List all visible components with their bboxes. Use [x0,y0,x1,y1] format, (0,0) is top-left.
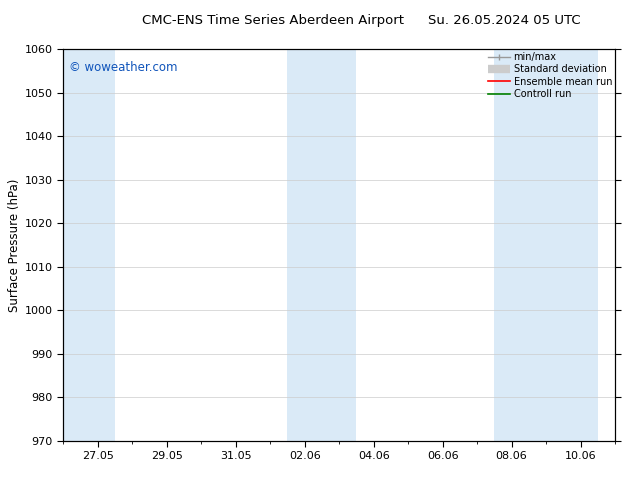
Y-axis label: Surface Pressure (hPa): Surface Pressure (hPa) [8,178,21,312]
Legend: min/max, Standard deviation, Ensemble mean run, Controll run: min/max, Standard deviation, Ensemble me… [488,52,612,99]
Text: © woweather.com: © woweather.com [69,61,178,74]
Bar [495,49,598,441]
Text: Su. 26.05.2024 05 UTC: Su. 26.05.2024 05 UTC [429,14,581,27]
Text: CMC-ENS Time Series Aberdeen Airport: CMC-ENS Time Series Aberdeen Airport [142,14,404,27]
Bar [63,49,115,441]
Bar [287,49,356,441]
